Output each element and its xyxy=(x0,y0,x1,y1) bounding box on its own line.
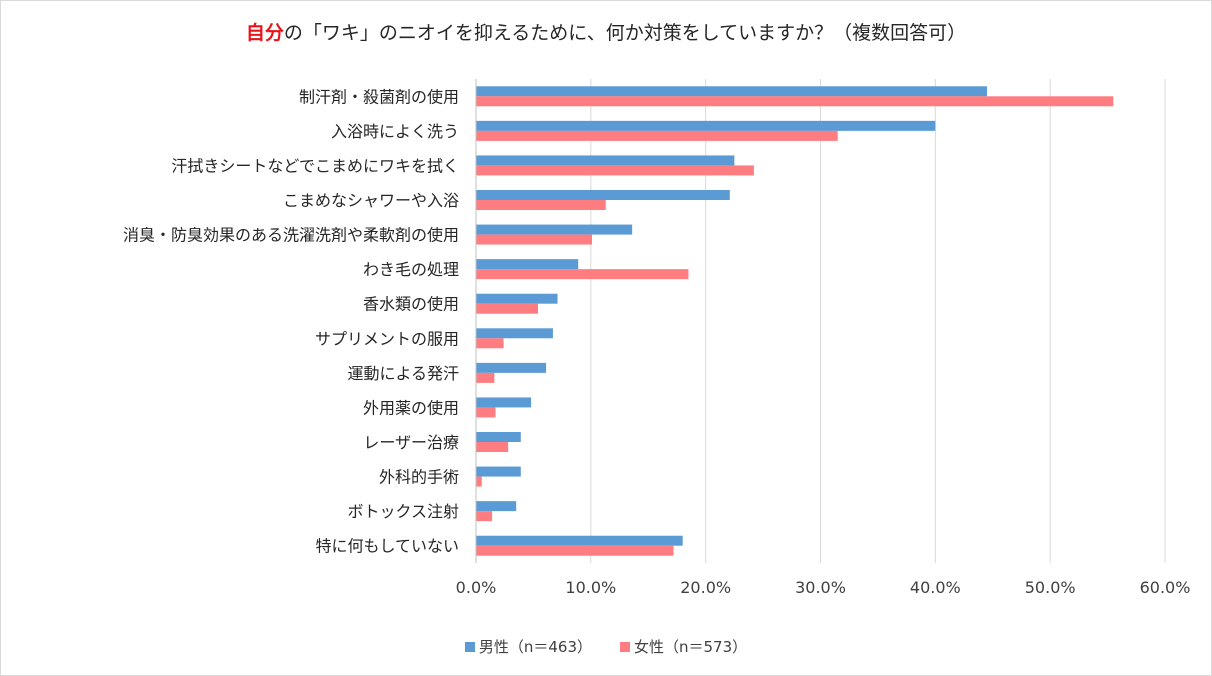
category-label: レーザー治療 xyxy=(363,433,459,452)
legend-swatch-male xyxy=(464,641,475,652)
x-tick-label: 0.0% xyxy=(456,578,497,597)
bar-male xyxy=(476,362,547,373)
bar-female xyxy=(476,96,1114,107)
chart-title-text: の「ワキ」のニオイを抑えるために、何か対策をしていますか？（複数回答可） xyxy=(283,22,967,44)
bar-male xyxy=(476,190,730,200)
category-label: 香水類の使用 xyxy=(363,295,459,314)
x-tick-label: 60.0% xyxy=(1140,578,1191,597)
legend-item-female: 女性（n＝573） xyxy=(620,636,747,657)
category-label: 汗拭きシートなどでこまめにワキを拭く xyxy=(171,156,459,175)
bar-male xyxy=(476,466,521,477)
category-label: 外用薬の使用 xyxy=(363,398,459,417)
bar-male xyxy=(476,120,936,131)
bar-female xyxy=(476,511,493,522)
bar-female xyxy=(476,165,754,176)
bar-male xyxy=(476,155,735,166)
bar-female xyxy=(476,303,539,314)
x-tick-label: 50.0% xyxy=(1025,578,1076,597)
chart-title: 自分の「ワキ」のニオイを抑えるために、何か対策をしていますか？（複数回答可） xyxy=(0,18,1212,45)
bar-female xyxy=(476,372,495,383)
legend-item-male: 男性（n＝463） xyxy=(464,636,592,657)
x-tick-label: 40.0% xyxy=(910,578,961,597)
category-label: 特に何もしていない xyxy=(315,537,459,556)
bar-male xyxy=(476,224,633,235)
bar-female xyxy=(476,545,674,556)
category-label: 外科的手術 xyxy=(379,468,459,487)
bar-male xyxy=(476,432,521,442)
bar-female xyxy=(476,130,838,141)
bar-male xyxy=(476,293,558,304)
bar-male xyxy=(476,397,532,408)
x-tick-label: 30.0% xyxy=(795,578,846,597)
category-label: サプリメントの服用 xyxy=(315,329,459,348)
category-label: こまめなシャワーや入浴 xyxy=(283,191,459,210)
legend: 男性（n＝463） 女性（n＝573） xyxy=(0,636,1212,657)
legend-label-female: 女性（n＝573） xyxy=(634,638,748,656)
bar-female xyxy=(476,338,504,349)
bar-female xyxy=(476,200,606,210)
category-label: 消臭・防臭効果のある洗濯洗剤や柔軟剤の使用 xyxy=(123,226,459,245)
x-tick-label: 10.0% xyxy=(565,578,616,597)
x-tick-label: 20.0% xyxy=(680,578,731,597)
bar-male xyxy=(476,86,988,97)
bar-female xyxy=(476,234,592,245)
bar-female xyxy=(476,442,509,452)
bar-female xyxy=(476,269,689,280)
bar-female xyxy=(476,407,496,418)
category-label: ボトックス注射 xyxy=(347,502,459,521)
category-label: 制汗剤・殺菌剤の使用 xyxy=(299,87,459,106)
bar-male xyxy=(476,501,517,512)
category-label: わき毛の処理 xyxy=(363,260,459,279)
legend-label-male: 男性（n＝463） xyxy=(478,638,592,656)
bar-male xyxy=(476,535,683,546)
bar-male xyxy=(476,328,553,339)
category-label: 運動による発汗 xyxy=(347,364,459,383)
chart-title-accent: 自分 xyxy=(245,22,284,44)
bar-male xyxy=(476,259,579,270)
category-label: 入浴時によく洗う xyxy=(331,122,459,141)
legend-swatch-female xyxy=(620,641,630,652)
bar-female xyxy=(476,476,482,487)
